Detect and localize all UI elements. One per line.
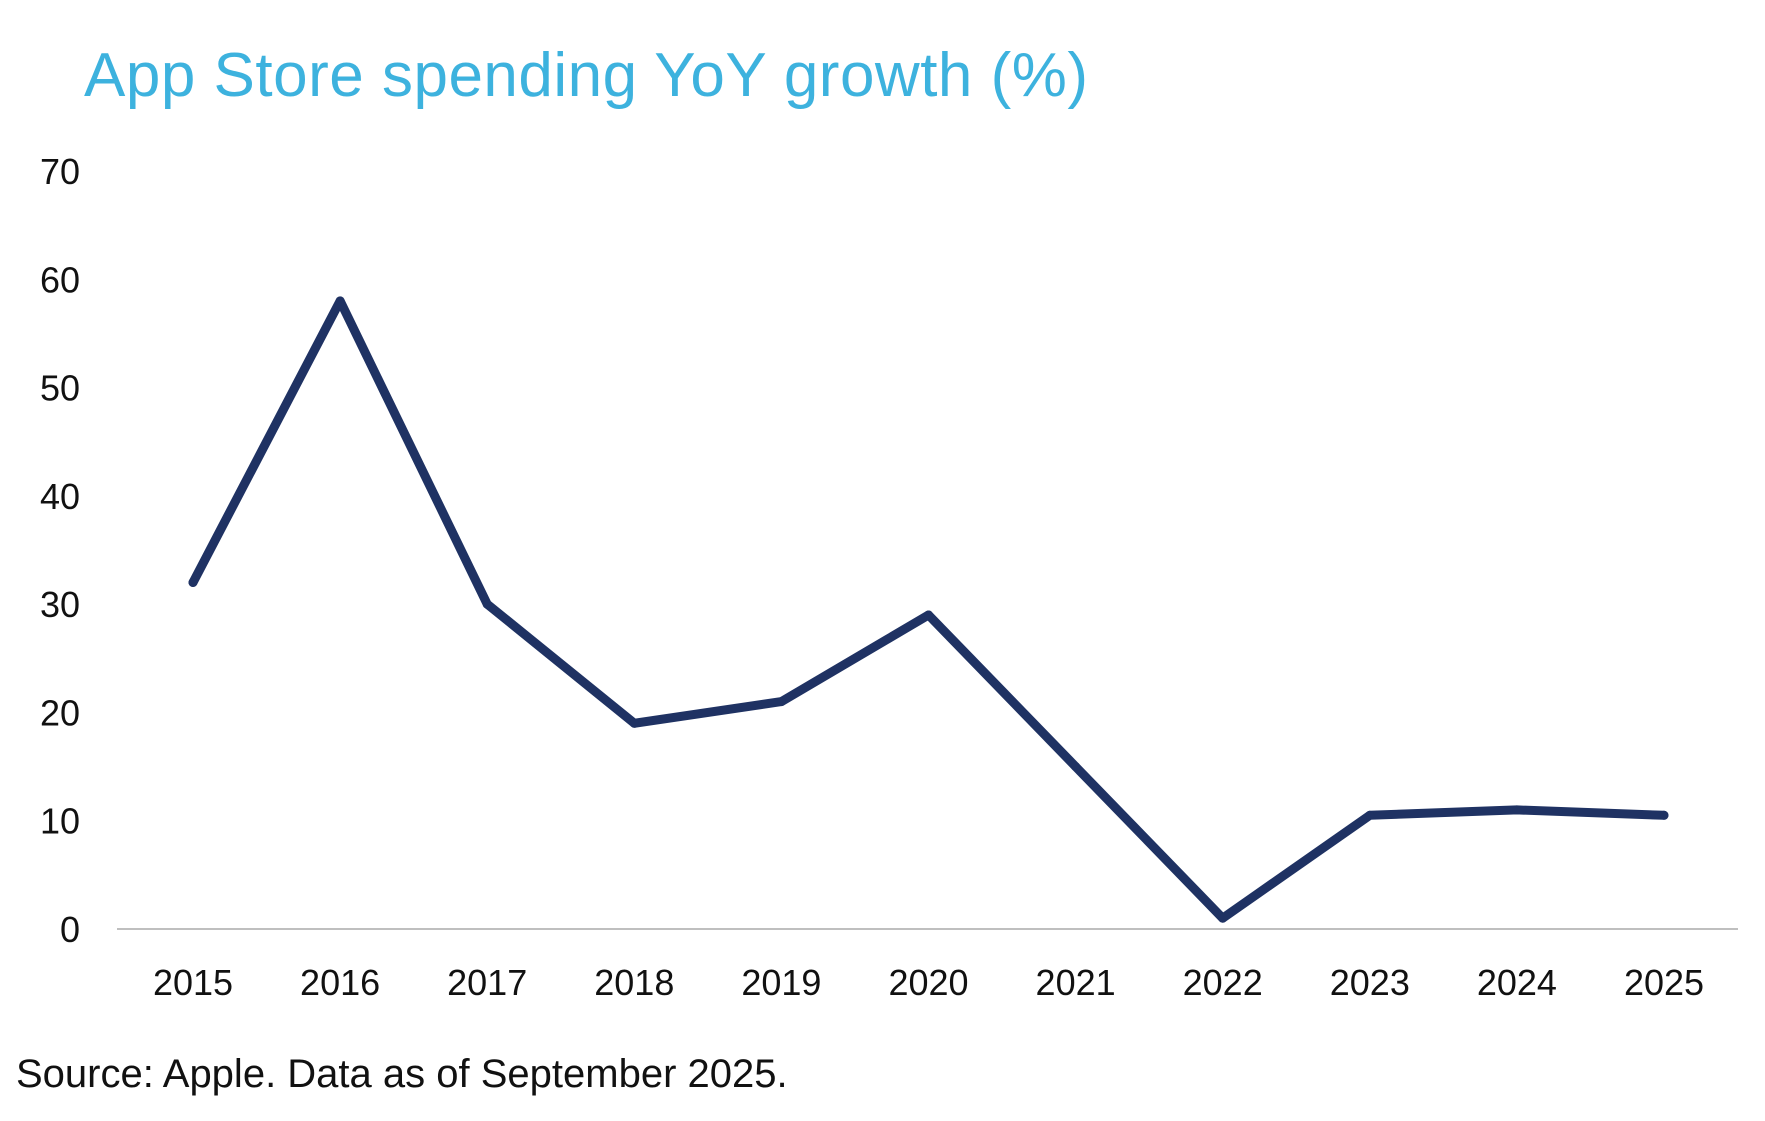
data-point-2022 [1218, 913, 1228, 923]
x-tick-label: 2021 [1036, 962, 1116, 1003]
y-tick-label: 30 [40, 584, 80, 625]
x-tick-label: 2023 [1330, 962, 1410, 1003]
data-point-2017 [482, 599, 492, 609]
x-tick-label: 2017 [447, 962, 527, 1003]
x-tick-label: 2015 [153, 962, 233, 1003]
data-point-2020 [924, 610, 933, 620]
y-axis-ticks: 0 10 20 30 40 50 60 70 [40, 151, 80, 950]
data-point-2023 [1365, 810, 1375, 820]
data-point-2016 [335, 296, 345, 306]
x-tick-label: 2019 [741, 962, 821, 1003]
y-tick-label: 20 [40, 692, 80, 733]
x-tick-label: 2022 [1183, 962, 1263, 1003]
data-point-2019 [776, 697, 786, 707]
source-note: Source: Apple. Data as of September 2025… [16, 1052, 788, 1096]
x-axis-ticks: 2015 2016 2017 2018 2019 2020 2021 2022 2023 2024… [153, 962, 1704, 1003]
x-tick-label: 2020 [888, 962, 968, 1003]
data-point-2024 [1512, 805, 1522, 815]
x-tick-label: 2018 [594, 962, 674, 1003]
data-point-2025 [1659, 810, 1669, 820]
y-tick-label: 40 [40, 476, 80, 517]
data-point-2015 [188, 577, 198, 587]
data-point-2021 [1071, 762, 1081, 772]
x-tick-label: 2024 [1477, 962, 1557, 1003]
chart-title: App Store spending YoY growth (%) [84, 41, 1089, 110]
series-line [188, 296, 1669, 923]
data-point-2018 [629, 718, 639, 728]
y-tick-label: 0 [60, 909, 80, 950]
series-group [188, 296, 1669, 923]
x-tick-label: 2016 [300, 962, 380, 1003]
y-tick-label: 50 [40, 368, 80, 409]
y-tick-label: 60 [40, 259, 80, 300]
x-tick-label: 2025 [1624, 962, 1704, 1003]
y-tick-label: 10 [40, 801, 80, 842]
y-tick-label: 70 [40, 151, 80, 192]
